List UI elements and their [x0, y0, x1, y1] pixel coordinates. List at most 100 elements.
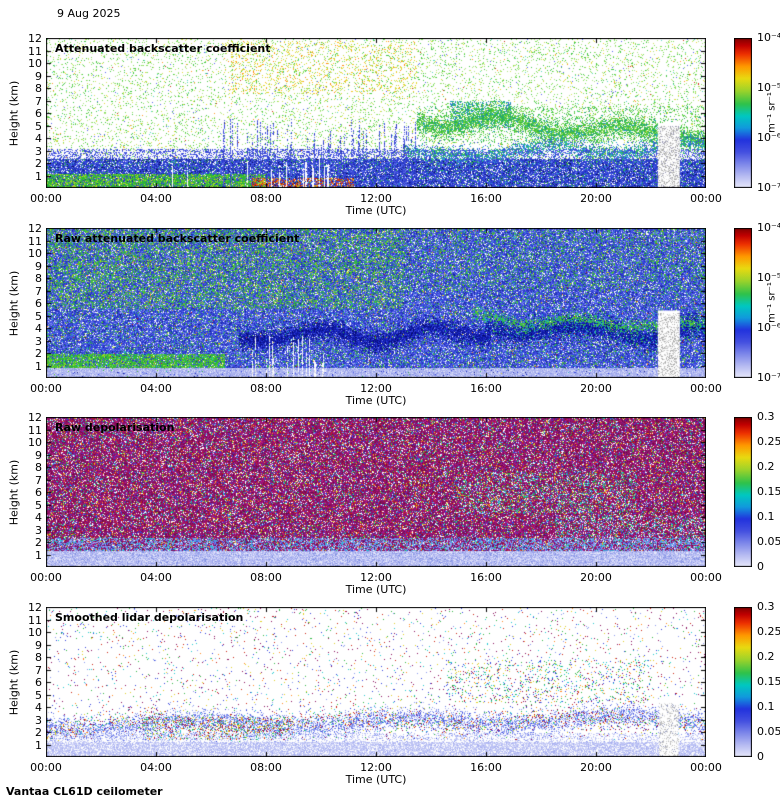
y-tick-label: 3 — [35, 334, 42, 348]
y-tick-label: 1 — [35, 548, 42, 562]
x-tick-label: 12:00 — [360, 571, 392, 584]
colorbar-canvas — [734, 228, 752, 378]
x-tick-label: 16:00 — [470, 192, 502, 205]
y-tick-label: 1 — [35, 359, 42, 373]
x-tick-label: 00:00 — [690, 761, 722, 774]
y-tick-label: 9 — [35, 259, 42, 273]
x-tick-label: 00:00 — [30, 192, 62, 205]
colorbar-tick-label: 0.3 — [757, 600, 775, 613]
y-tick-label: 3 — [35, 713, 42, 727]
y-tick-label: 6 — [35, 676, 42, 689]
y-tick-label: 8 — [35, 272, 42, 285]
y-tick-label: 5 — [35, 309, 42, 323]
y-tick-label: 4 — [35, 511, 42, 524]
colorbar-tick-label: 0.2 — [757, 650, 775, 663]
x-tick-label: 20:00 — [580, 571, 612, 584]
y-tick-label: 3 — [35, 144, 42, 158]
panel-title: Smoothed lidar depolarisation — [55, 611, 244, 624]
x-tick-label: 00:00 — [30, 571, 62, 584]
colorbar-tick-label: 10⁻⁴ — [757, 221, 780, 234]
colorbar-tick-label: 0.2 — [757, 460, 775, 473]
heatmap-canvas-smoothed-depolarisation — [46, 607, 706, 757]
y-tick-label: 7 — [35, 473, 42, 487]
y-tick-label: 12 — [28, 32, 42, 45]
colorbar-tick-label: 10⁻⁵ — [757, 271, 780, 284]
colorbar-tick-label: 0.15 — [757, 485, 780, 498]
y-tick-label: 9 — [35, 638, 42, 652]
panel-smoothed-depolarisation: Smoothed lidar depolarisation Height (km… — [0, 601, 780, 797]
x-tick-label: 16:00 — [470, 571, 502, 584]
panel-title: Raw attenuated backscatter coefficient — [55, 232, 300, 245]
colorbar-tick-label: 0.25 — [757, 435, 780, 448]
y-tick-label: 12 — [28, 601, 42, 614]
y-tick-label: 10 — [28, 626, 42, 639]
x-tick-label: 08:00 — [250, 761, 282, 774]
y-tick-label: 2 — [35, 536, 42, 549]
colorbar-tick-label: 10⁻⁷ — [757, 371, 780, 384]
y-tick-label: 6 — [35, 486, 42, 499]
y-tick-label: 5 — [35, 119, 42, 133]
y-tick-label: 10 — [28, 57, 42, 70]
colorbar-tick-label: 10⁻⁶ — [757, 321, 780, 334]
x-tick-label: 20:00 — [580, 382, 612, 395]
y-tick-label: 11 — [28, 234, 42, 248]
y-tick-label: 11 — [28, 44, 42, 58]
x-tick-label: 08:00 — [250, 192, 282, 205]
y-tick-label: 7 — [35, 284, 42, 298]
x-tick-label: 04:00 — [140, 761, 172, 774]
x-tick-label: 04:00 — [140, 192, 172, 205]
y-tick-label: 5 — [35, 498, 42, 512]
station-caption: Vantaa CL61D ceilometer — [6, 785, 163, 798]
x-tick-label: 12:00 — [360, 192, 392, 205]
y-tick-label: 8 — [35, 461, 42, 474]
x-tick-label: 16:00 — [470, 382, 502, 395]
y-tick-label: 12 — [28, 222, 42, 235]
panel-title: Raw depolarisation — [55, 421, 175, 434]
x-tick-label: 08:00 — [250, 571, 282, 584]
colorbar-tick-label: 10⁻⁷ — [757, 181, 780, 194]
y-tick-label: 8 — [35, 82, 42, 95]
x-tick-label: 04:00 — [140, 571, 172, 584]
y-tick-label: 6 — [35, 297, 42, 310]
y-tick-label: 4 — [35, 701, 42, 714]
colorbar-tick-label: 0 — [757, 750, 764, 763]
colorbar-tick-label: 0.25 — [757, 625, 780, 638]
colorbar-tick-label: 0 — [757, 560, 764, 573]
y-tick-label: 4 — [35, 322, 42, 335]
y-tick-label: 2 — [35, 726, 42, 739]
y-tick-label: 12 — [28, 411, 42, 424]
y-tick-label: 1 — [35, 169, 42, 183]
x-tick-label: 00:00 — [690, 571, 722, 584]
colorbar-tick-label: 0.3 — [757, 410, 775, 423]
x-tick-label: 00:00 — [30, 382, 62, 395]
y-tick-label: 9 — [35, 448, 42, 462]
colorbar-canvas — [734, 38, 752, 188]
y-tick-label: 1 — [35, 738, 42, 752]
y-tick-label: 6 — [35, 107, 42, 120]
panel-title: Attenuated backscatter coefficient — [55, 42, 271, 55]
x-tick-label: 20:00 — [580, 761, 612, 774]
y-tick-label: 5 — [35, 688, 42, 702]
y-tick-label: 11 — [28, 423, 42, 437]
colorbar-canvas — [734, 607, 752, 757]
x-tick-label: 08:00 — [250, 382, 282, 395]
x-axis-label: Time (UTC) — [345, 394, 407, 407]
panel-raw-depolarisation: Raw depolarisation Height (km) Time (UTC… — [0, 411, 780, 607]
x-tick-label: 16:00 — [470, 761, 502, 774]
y-tick-label: 3 — [35, 523, 42, 537]
x-tick-label: 12:00 — [360, 761, 392, 774]
y-tick-label: 10 — [28, 436, 42, 449]
y-tick-label: 2 — [35, 347, 42, 360]
panel-raw-backscatter: Raw attenuated backscatter coefficient H… — [0, 222, 780, 418]
y-tick-label: 10 — [28, 247, 42, 260]
colorbar-tick-label: 10⁻⁵ — [757, 81, 780, 94]
x-axis-label: Time (UTC) — [345, 773, 407, 786]
y-tick-label: 9 — [35, 69, 42, 83]
x-tick-label: 00:00 — [690, 192, 722, 205]
y-tick-label: 8 — [35, 651, 42, 664]
x-axis-label: Time (UTC) — [345, 204, 407, 217]
colorbar-tick-label: 0.05 — [757, 725, 780, 738]
colorbar-tick-label: 0.05 — [757, 535, 780, 548]
heatmap-canvas-raw-backscatter — [46, 228, 706, 378]
